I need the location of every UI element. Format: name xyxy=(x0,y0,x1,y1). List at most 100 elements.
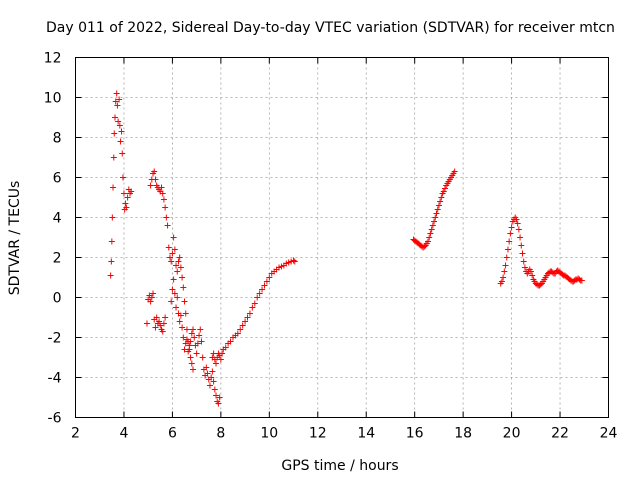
data-point xyxy=(115,118,122,125)
data-point xyxy=(193,350,200,357)
data-point xyxy=(208,374,215,381)
data-point xyxy=(160,196,167,203)
data-point xyxy=(176,318,183,325)
data-point xyxy=(197,326,204,333)
data-point xyxy=(188,330,195,337)
data-point xyxy=(109,214,116,221)
data-point xyxy=(213,360,220,367)
data-point xyxy=(437,198,444,205)
data-point xyxy=(191,334,198,341)
data-point xyxy=(215,400,222,407)
data-point xyxy=(119,150,126,157)
data-point xyxy=(199,354,206,361)
y-tick-label: 4 xyxy=(53,211,62,227)
data-point xyxy=(291,258,298,265)
data-point xyxy=(426,234,433,241)
y-tick-label: 8 xyxy=(53,131,62,147)
data-point xyxy=(111,130,118,137)
y-tick-label: -4 xyxy=(48,371,62,387)
x-tick-label: 14 xyxy=(357,426,375,442)
data-point xyxy=(246,310,253,317)
data-point xyxy=(111,114,118,121)
data-point xyxy=(179,274,186,281)
data-point xyxy=(113,90,120,97)
data-point xyxy=(180,284,187,291)
data-point xyxy=(501,268,508,275)
data-point xyxy=(114,102,121,109)
data-point xyxy=(147,182,154,189)
data-point xyxy=(435,202,442,209)
data-point xyxy=(237,326,244,333)
data-point xyxy=(107,272,114,279)
data-point xyxy=(181,298,188,305)
data-point xyxy=(186,342,193,349)
data-point xyxy=(517,234,524,241)
data-point xyxy=(171,246,178,253)
data-point xyxy=(513,216,520,223)
data-point xyxy=(217,356,224,363)
data-point xyxy=(169,286,176,293)
data-point xyxy=(176,254,183,261)
data-point xyxy=(203,364,210,371)
data-point xyxy=(159,190,166,197)
data-point xyxy=(440,188,447,195)
data-point xyxy=(183,336,190,343)
data-point xyxy=(122,200,129,207)
data-point xyxy=(174,294,181,301)
data-point xyxy=(187,354,194,361)
data-point xyxy=(119,174,126,181)
data-point xyxy=(174,268,181,275)
data-point xyxy=(152,324,159,331)
data-point xyxy=(428,226,435,233)
data-point xyxy=(438,194,445,201)
data-point xyxy=(251,300,258,307)
data-point xyxy=(427,230,434,237)
data-point xyxy=(170,234,177,241)
y-tick-label: -6 xyxy=(48,411,62,427)
data-point xyxy=(157,322,164,329)
x-tick-label: 24 xyxy=(600,426,618,442)
data-point xyxy=(179,324,186,331)
data-point xyxy=(118,128,125,135)
data-point xyxy=(515,226,522,233)
data-point xyxy=(429,222,436,229)
data-point xyxy=(164,222,171,229)
data-point xyxy=(527,268,534,275)
data-point xyxy=(521,264,528,271)
x-tick-label: 20 xyxy=(503,426,521,442)
y-tick-label: 0 xyxy=(53,291,62,307)
data-point xyxy=(173,304,180,311)
data-point xyxy=(123,204,130,211)
data-point xyxy=(206,382,213,389)
data-point xyxy=(431,218,438,225)
data-point xyxy=(507,230,514,237)
y-tick-label: 2 xyxy=(53,251,62,267)
data-point xyxy=(165,244,172,251)
x-tick-label: 8 xyxy=(216,426,225,442)
x-tick-labels: 2 4 6 8 10 12 14 16 18 20 22 24 xyxy=(71,426,617,442)
data-point xyxy=(110,154,117,161)
x-tick-label: 12 xyxy=(309,426,327,442)
data-point xyxy=(261,282,268,289)
data-point xyxy=(188,360,195,367)
data-point xyxy=(181,346,188,353)
y-tick-label: 12 xyxy=(44,51,62,67)
data-point xyxy=(196,332,203,339)
data-point xyxy=(234,330,241,337)
data-point xyxy=(259,286,266,293)
data-point xyxy=(116,122,123,129)
data-point xyxy=(249,304,256,311)
data-point xyxy=(219,350,226,357)
data-point xyxy=(529,272,536,279)
y-axis-title: SDTVAR / TECUs xyxy=(7,181,23,296)
data-point xyxy=(116,96,123,103)
data-point xyxy=(263,278,270,285)
data-point xyxy=(158,184,165,191)
data-point xyxy=(432,214,439,221)
data-point xyxy=(185,348,192,355)
data-point xyxy=(182,310,189,317)
data-point xyxy=(216,394,223,401)
data-point xyxy=(160,320,167,327)
y-tick-label: 6 xyxy=(53,171,62,187)
data-point xyxy=(227,338,234,345)
